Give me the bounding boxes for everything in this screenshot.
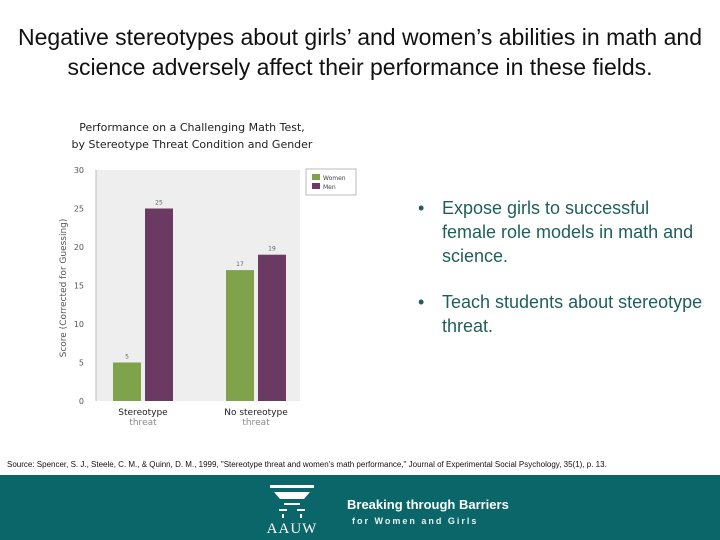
slide-title: Negative stereotypes about girls’ and wo… bbox=[18, 24, 702, 80]
aauw-logo-icon bbox=[270, 485, 314, 518]
legend-label: Women bbox=[323, 175, 346, 182]
bar-men bbox=[258, 254, 286, 401]
bar-women bbox=[226, 270, 254, 401]
aauw-logo-text: AAUW bbox=[266, 521, 318, 537]
y-tick-label: 5 bbox=[79, 359, 84, 368]
x-tick-label: No stereotype bbox=[224, 408, 288, 418]
bullet-text: Expose girls to successful female role m… bbox=[442, 198, 694, 266]
y-tick-label: 25 bbox=[74, 205, 84, 214]
y-axis-label: Score (Corrected for Guessing) bbox=[59, 219, 69, 358]
bar-value-label: 5 bbox=[125, 354, 129, 361]
bullet-marker: • bbox=[418, 292, 425, 312]
bar-value-label: 19 bbox=[268, 246, 276, 253]
legend-swatch bbox=[312, 183, 320, 189]
y-tick-label: 0 bbox=[79, 397, 84, 406]
y-tick-label: 15 bbox=[74, 282, 84, 291]
legend-box bbox=[305, 168, 357, 196]
tagline-main: Breaking through Barriers bbox=[347, 497, 509, 512]
legend: Women Men bbox=[305, 168, 357, 196]
chart-title-line1: Performance on a Challenging Math Test, bbox=[79, 121, 305, 134]
bullet-item-role-models: • Expose girls to successful female role… bbox=[418, 196, 708, 268]
footer-banner: AAUW Breaking through Barriers for Women… bbox=[0, 475, 720, 540]
y-tick-label: 20 bbox=[74, 243, 84, 252]
x-tick-sublabel: threat bbox=[242, 418, 270, 428]
tagline-sub: for Women and Girls bbox=[352, 516, 479, 526]
x-tick-label: Stereotype bbox=[118, 408, 168, 418]
bar-value-label: 25 bbox=[155, 200, 163, 207]
y-tick-label: 30 bbox=[74, 166, 84, 175]
x-tick-sublabel: threat bbox=[129, 418, 157, 428]
bar-men bbox=[145, 208, 173, 401]
source-citation: Source: Spencer, S. J., Steele, C. M., &… bbox=[7, 460, 607, 469]
y-tick-label: 10 bbox=[74, 320, 84, 329]
bar-value-label: 17 bbox=[236, 261, 244, 268]
chart-title-line2: by Stereotype Threat Condition and Gende… bbox=[72, 138, 313, 151]
bullet-item-stereotype-threat: • Teach students about stereotype threat… bbox=[418, 290, 708, 338]
bar-women bbox=[113, 362, 141, 401]
bullet-list: • Expose girls to successful female role… bbox=[418, 196, 708, 360]
chart: Performance on a Challenging Math Test, … bbox=[59, 121, 357, 428]
bullet-marker: • bbox=[418, 198, 425, 218]
bullet-text: Teach students about stereotype threat. bbox=[442, 292, 703, 336]
legend-swatch bbox=[312, 174, 320, 180]
legend-label: Men bbox=[323, 184, 336, 191]
